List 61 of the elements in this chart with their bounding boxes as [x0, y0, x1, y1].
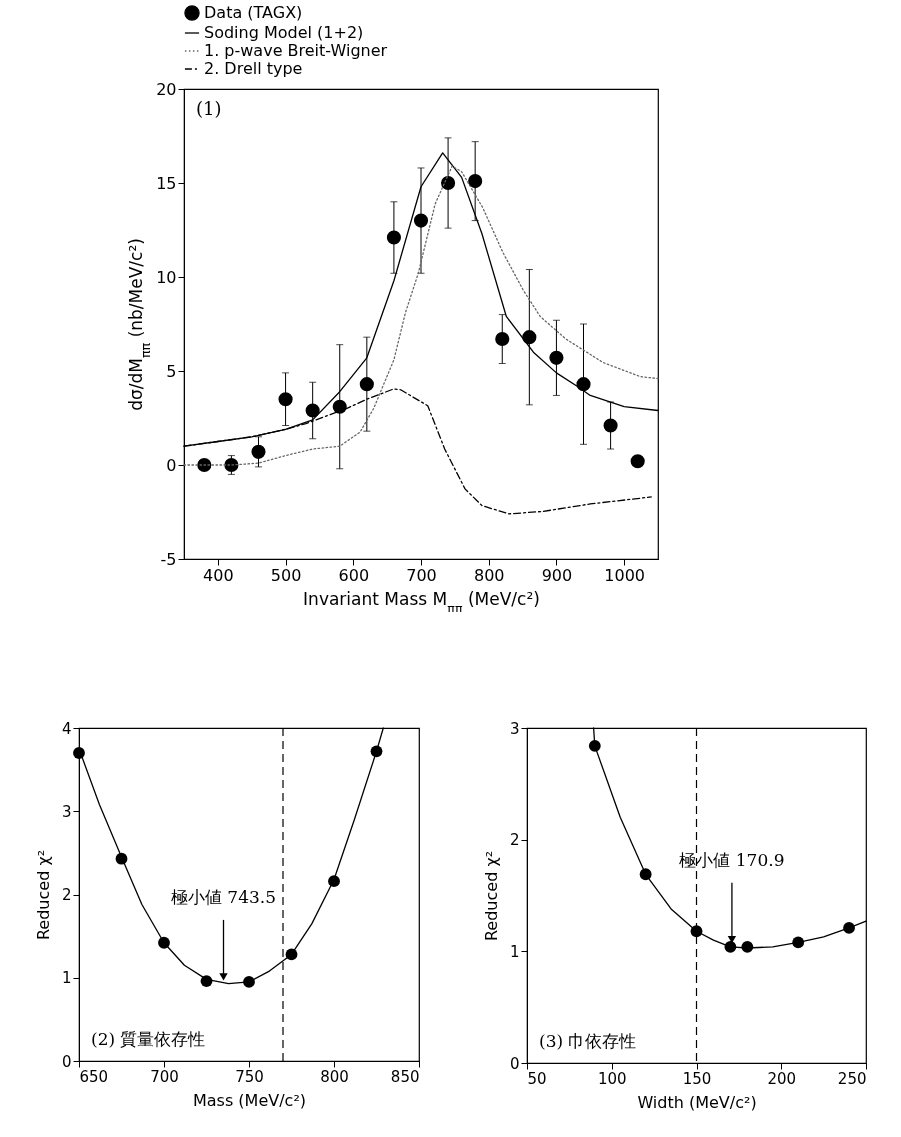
x-tick-label: 50	[527, 1069, 547, 1088]
point	[413, 213, 429, 228]
y-tick-label: 0	[166, 455, 177, 475]
point	[251, 444, 266, 459]
y-tick-label: 15	[156, 173, 177, 193]
x-tick-label: 900	[541, 565, 573, 585]
point	[603, 418, 618, 433]
x-tick-label: 100	[597, 1069, 627, 1088]
point	[549, 350, 564, 365]
x-tick-label: 750	[235, 1067, 264, 1086]
point	[468, 174, 483, 189]
x-tick-label: 500	[270, 565, 302, 585]
annotation: 極小値 170.9	[679, 849, 785, 870]
y-axis-title: Reduced χ²	[481, 850, 501, 942]
x-tick-label: 400	[203, 565, 234, 585]
y-tick-label: 1	[509, 942, 520, 961]
x-tick-label: 200	[767, 1069, 797, 1088]
point	[522, 330, 537, 345]
point	[441, 175, 456, 191]
x-tick-label: 600	[338, 565, 370, 585]
y-tick-label: 1	[61, 969, 72, 988]
x-tick-label: 150	[682, 1069, 712, 1088]
y-tick-label: 20	[156, 79, 177, 99]
point	[305, 403, 320, 418]
y-tick-label: 4	[61, 719, 72, 738]
y-tick-label: 0	[509, 1054, 520, 1073]
x-tick-label: 850	[390, 1067, 420, 1086]
x-axis-title: Invariant Mass M$_{ππ}$ (MeV/c²)	[303, 588, 540, 615]
y-tick-label: 2	[509, 831, 520, 850]
annotation: (3) 巾依存性	[539, 1031, 637, 1051]
x-tick-label: 250	[837, 1069, 867, 1088]
legend-label: Soding Model (1+2)	[204, 23, 364, 42]
x-tick-label: 700	[150, 1067, 179, 1086]
annotation: 極小値 743.5	[170, 886, 277, 907]
x-tick-label: 650	[79, 1067, 109, 1086]
legend-label: Data (TAGX)	[204, 3, 303, 22]
x-axis-title: Width (MeV/c²)	[637, 1092, 757, 1112]
x-tick-label: 800	[473, 565, 505, 585]
point	[495, 331, 510, 347]
legend-label: 1. p-wave Breit-Wigner	[204, 41, 388, 60]
point	[630, 454, 645, 469]
point	[359, 377, 374, 392]
x-axis-title: Mass (MeV/c²)	[192, 1090, 307, 1110]
y-tick-label: 0	[61, 1052, 72, 1071]
annotation: (2) 質量依存性	[91, 1029, 206, 1049]
y-tick-label: -5	[160, 549, 177, 569]
y-tick-label: 3	[61, 802, 72, 821]
x-tick-label: 1000	[604, 565, 645, 585]
point	[278, 392, 293, 407]
y-tick-label: 5	[166, 361, 177, 381]
legend-label: 2. Drell type	[204, 59, 303, 78]
y-tick-label: 10	[156, 267, 177, 287]
point	[386, 230, 401, 245]
x-tick-label: 800	[320, 1067, 349, 1086]
y-axis-title: Reduced χ²	[33, 849, 53, 941]
x-tick-label: 700	[406, 565, 437, 585]
y-tick-label: 3	[509, 719, 520, 738]
annotation: (1)	[196, 98, 222, 119]
point	[332, 399, 347, 414]
point	[576, 377, 591, 392]
y-tick-label: 2	[61, 886, 72, 904]
